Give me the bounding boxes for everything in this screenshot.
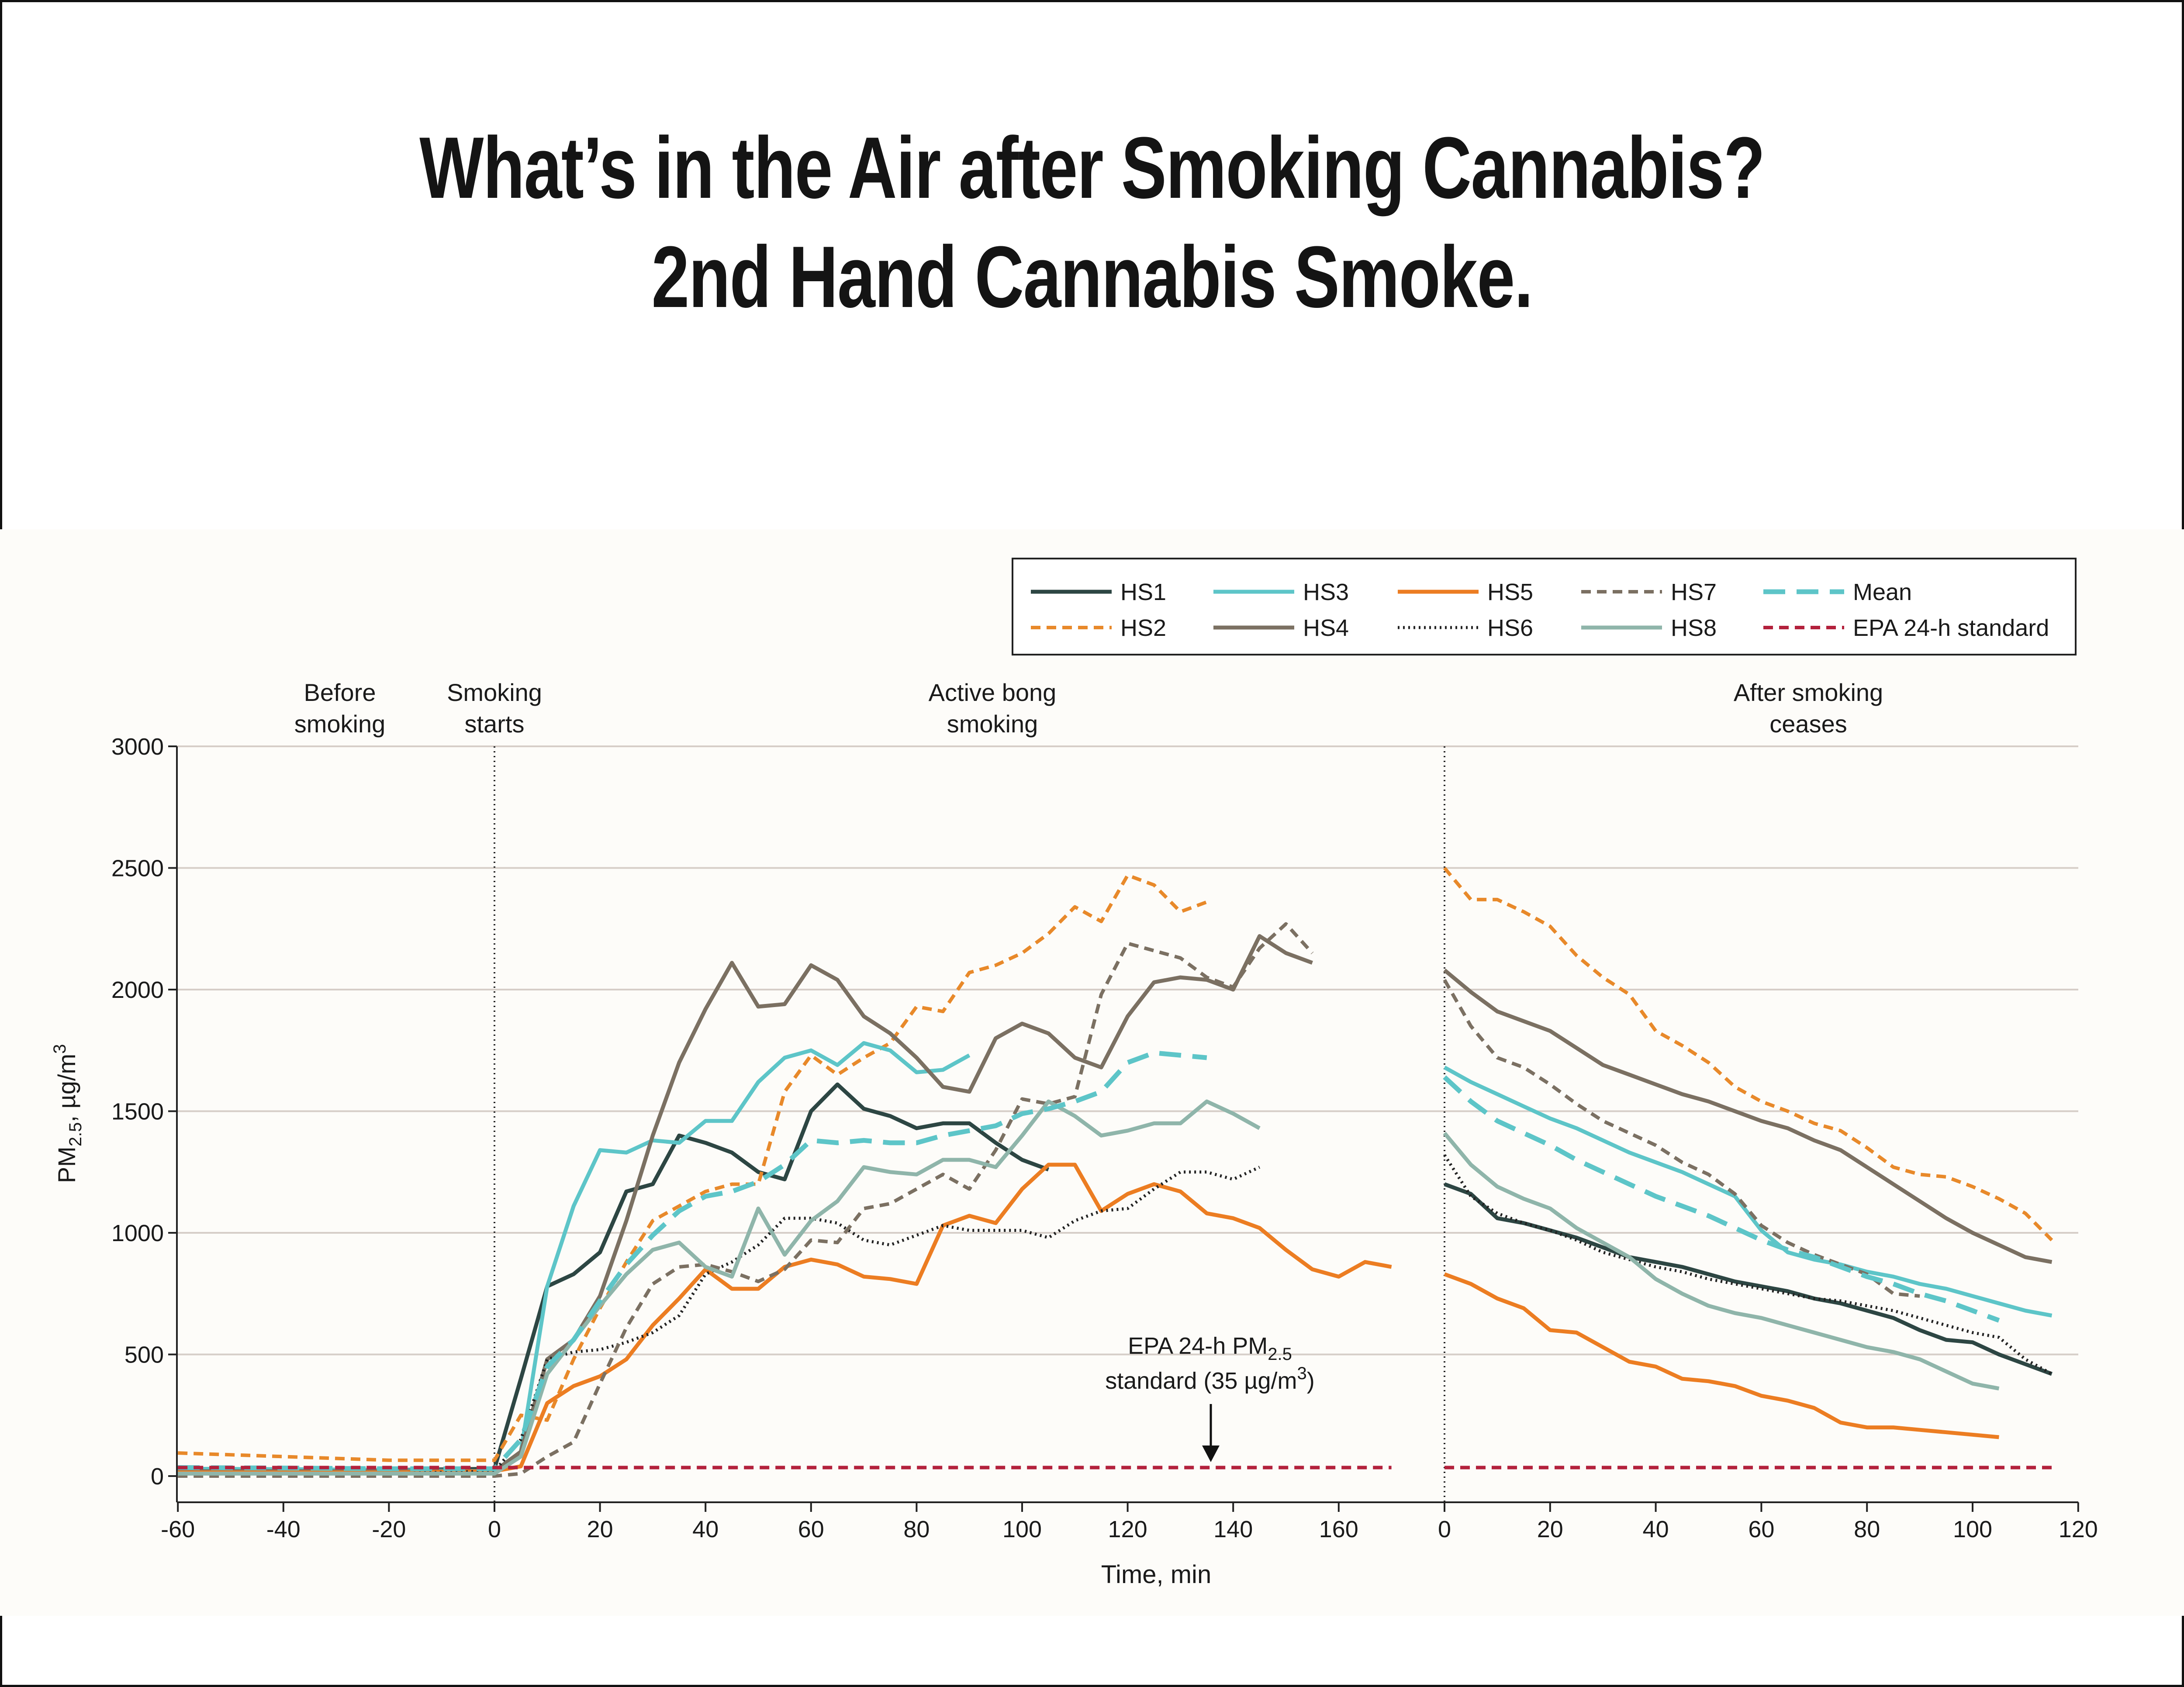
legend-label-mean: Mean — [1853, 579, 1912, 605]
y-tick-label: 1500 — [111, 1099, 164, 1125]
y-axis-label: PM2.5, µg/m3 — [50, 1044, 85, 1183]
y-tick-label: 0 — [151, 1463, 164, 1490]
phase-start-line1: Smoking — [447, 679, 542, 706]
x-tick-label-panel1: 80 — [903, 1516, 930, 1542]
series-line-hs7-panel2 — [1443, 979, 1920, 1298]
series-line-hs8-panel1 — [178, 1099, 1261, 1476]
annotation-line2: standard (35 µg/m3) — [1105, 1364, 1315, 1394]
series-line-hs8-panel2 — [1443, 1132, 2000, 1390]
legend-label-hs6: HS6 — [1487, 615, 1533, 641]
x-tick-label-panel2: 60 — [1748, 1516, 1774, 1542]
y-tick-label: 1000 — [111, 1220, 164, 1246]
x-tick-label-panel1: 140 — [1213, 1516, 1253, 1542]
series-line-hs1-panel1 — [178, 1082, 1049, 1472]
x-tick-label-panel2: 120 — [2059, 1516, 2098, 1542]
x-tick-label-panel1: 40 — [692, 1516, 719, 1542]
series-line-mean-panel1 — [178, 1050, 1207, 1471]
legend-label-hs8: HS8 — [1671, 615, 1717, 641]
series-line-hs3-panel2 — [1443, 1066, 2053, 1318]
phase-active-line2: smoking — [947, 710, 1038, 738]
phase-after-line2: ceases — [1769, 710, 1847, 738]
series-line-hs6-panel1 — [178, 1166, 1261, 1475]
x-tick-label-panel1: 0 — [488, 1516, 501, 1542]
x-axis-label: Time, min — [1101, 1560, 1211, 1589]
gridlines — [177, 745, 2078, 1356]
series-line-hs2-panel2 — [1443, 866, 2053, 1242]
phase-after-line1: After smoking — [1734, 679, 1883, 706]
x-tick-label-panel1: -60 — [161, 1516, 195, 1542]
legend: HS1 HS2 HS3 HS4 HS5 HS6 HS7 HS8 Mean EPA 24-h sta… — [1012, 558, 2077, 655]
title-line-2: 2nd Hand Cannabis Smoke. — [651, 228, 1533, 326]
y-tick-label: 2000 — [111, 977, 164, 1003]
legend-box — [1012, 558, 2077, 655]
y-tick-label: 3000 — [111, 734, 164, 760]
legend-label-hs5: HS5 — [1487, 579, 1533, 605]
x-tick-label-panel1: 60 — [798, 1516, 824, 1542]
legend-label-hs1: HS1 — [1120, 579, 1166, 605]
x-tick-label-panel1: 100 — [1002, 1516, 1042, 1542]
phase-labels: Before smoking Smoking starts Active bon… — [294, 679, 1883, 738]
series-lines — [178, 866, 2053, 1478]
series-line-hs6-panel2 — [1443, 1154, 2053, 1376]
series-line-hs2-panel1 — [178, 873, 1208, 1462]
y-tick-label: 2500 — [111, 856, 164, 882]
phase-active-line1: Active bong — [929, 679, 1057, 706]
series-line-hs5-panel1 — [178, 1163, 1392, 1475]
legend-label-hs2: HS2 — [1120, 615, 1166, 641]
series-line-hs5-panel2 — [1444, 1272, 1999, 1439]
x-tick-label-panel1: -20 — [372, 1516, 406, 1542]
phase-before-line2: smoking — [294, 710, 386, 738]
phase-start-line2: starts — [465, 710, 525, 738]
series-line-mean-panel2 — [1443, 1075, 2000, 1323]
series-line-hs4-panel1 — [178, 934, 1313, 1473]
x-tick-label-panel2: 20 — [1537, 1516, 1563, 1542]
x-tick-label-panel2: 0 — [1438, 1516, 1451, 1542]
series-line-hs7-panel1 — [178, 922, 1314, 1478]
x-tick-label-panel2: 100 — [1953, 1516, 1992, 1542]
phase-before-line1: Before — [304, 679, 376, 706]
x-tick-label-panel2: 40 — [1643, 1516, 1669, 1542]
legend-label-hs3: HS3 — [1303, 579, 1349, 605]
x-tick-label-panel2: 80 — [1854, 1516, 1880, 1542]
x-tick-label-panel1: 120 — [1108, 1516, 1147, 1542]
x-tick-label-panel1: 20 — [587, 1516, 613, 1542]
legend-label-hs4: HS4 — [1303, 615, 1349, 641]
series-line-hs4-panel2 — [1443, 968, 2053, 1264]
chart-background — [0, 529, 2184, 1616]
x-tick-label-panel1: 160 — [1319, 1516, 1358, 1542]
legend-label-hs7: HS7 — [1671, 579, 1717, 605]
title-line-1: What’s in the Air after Smoking Cannabis… — [419, 119, 1765, 217]
arrow-down-icon — [1202, 1446, 1220, 1462]
x-tick-label-panel1: -40 — [266, 1516, 301, 1542]
annotation-line1: EPA 24-h PM2.5 — [1128, 1333, 1292, 1364]
y-tick-label: 500 — [124, 1342, 164, 1368]
epa-annotation: EPA 24-h PM2.5 standard (35 µg/m3) — [1105, 1333, 1315, 1462]
series-line-hs3-panel1 — [178, 1041, 971, 1473]
legend-label-epa-24-h-standard: EPA 24-h standard — [1853, 615, 2049, 641]
